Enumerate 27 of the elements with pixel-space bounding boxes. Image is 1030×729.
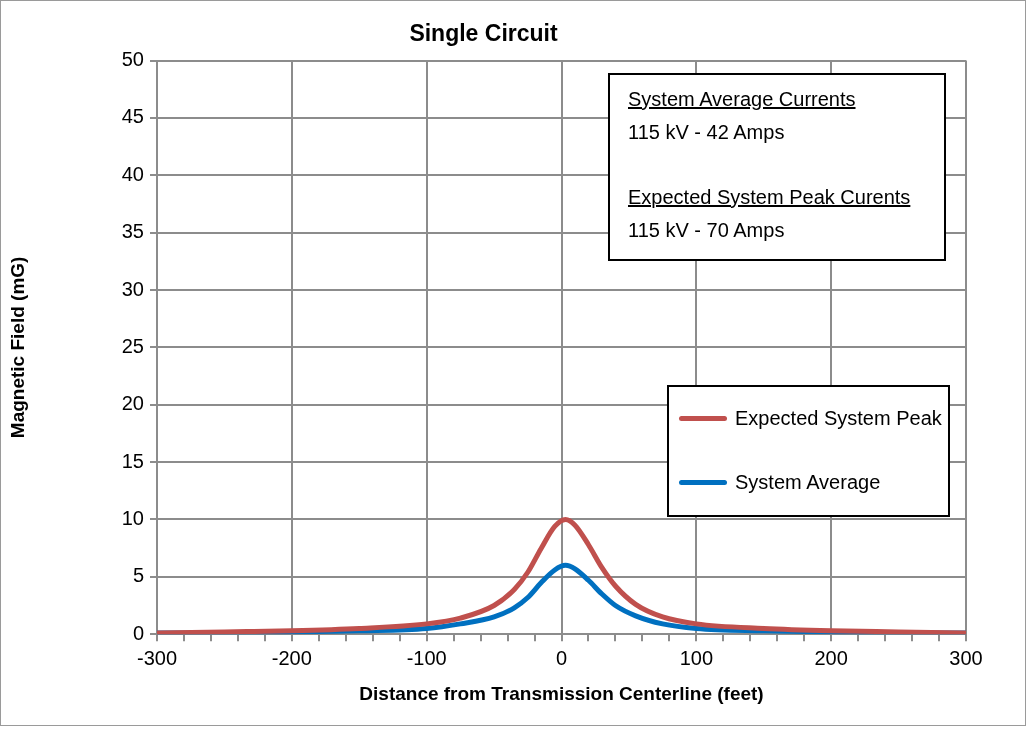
- legend-label: System Average: [735, 470, 881, 496]
- y-tick-label: 40: [121, 162, 144, 185]
- x-tick-label: 200: [814, 646, 848, 669]
- x-tick-label: -200: [271, 646, 312, 669]
- x-tick-label: 100: [679, 646, 714, 669]
- annotation: 115 kV - 42 Amps: [628, 119, 786, 145]
- annotation: Expected System Peak Curents: [628, 184, 911, 210]
- y-tick-label: 50: [121, 48, 144, 71]
- y-tick-label: 45: [121, 105, 144, 128]
- x-tick-label: -300: [136, 646, 178, 669]
- x-tick-label: 0: [555, 646, 568, 669]
- y-tick-label: 30: [121, 277, 144, 300]
- y-tick-label: 5: [132, 564, 144, 587]
- x-tick-label: 300: [949, 646, 983, 669]
- y-tick-label: 15: [121, 449, 144, 472]
- annotation: System Average Currents: [628, 86, 857, 112]
- annotation: 115 kV - 70 Amps: [628, 217, 786, 243]
- y-tick-label: 35: [121, 220, 144, 243]
- y-tick-label: 10: [121, 507, 144, 529]
- y-tick-label: 20: [121, 392, 144, 415]
- y-axis-title: Magnetic Field (mG): [6, 256, 28, 439]
- y-tick-label: 0: [132, 621, 144, 644]
- x-tick-label: -100: [406, 646, 447, 669]
- y-tick-label: 25: [121, 334, 144, 357]
- legend-label: Expected System Peak: [735, 406, 942, 432]
- x-axis-title: Distance from Transmission Centerline (feet): [359, 682, 764, 704]
- chart-title: Single Circuit: [409, 20, 558, 47]
